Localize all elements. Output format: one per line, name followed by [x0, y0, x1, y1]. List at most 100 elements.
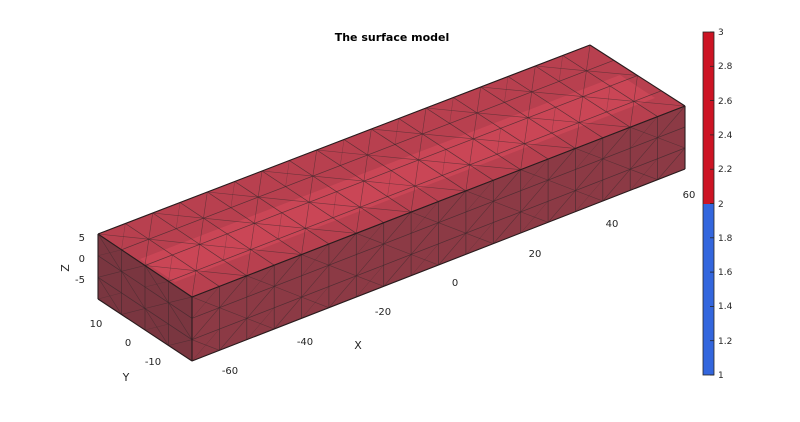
mesh-edge	[496, 128, 501, 155]
mesh-edge	[535, 65, 587, 72]
colorbar-tick-label: 2	[718, 200, 724, 210]
z-axis: 5 0 -5 Z	[59, 233, 85, 286]
mesh-edge	[250, 223, 255, 250]
x-tick-label: 60	[683, 190, 696, 201]
mesh-edge	[191, 339, 220, 351]
mesh-edge	[191, 328, 220, 362]
mesh-edge	[254, 197, 259, 224]
mesh-edge	[191, 286, 220, 319]
mesh-edge	[121, 308, 146, 315]
mesh-edge	[586, 70, 638, 76]
mesh-edge	[246, 318, 275, 330]
mesh-edge	[305, 228, 357, 234]
mesh-edge	[438, 233, 467, 266]
x-tick-label: 40	[606, 219, 619, 230]
mesh-edge	[465, 164, 470, 191]
mesh-edge	[121, 265, 146, 272]
mesh-edge	[579, 122, 631, 128]
mesh-edge	[175, 202, 181, 229]
mesh-edge	[383, 211, 412, 245]
mesh-edge	[301, 254, 330, 266]
mesh-edge	[520, 179, 549, 213]
mesh-edge	[575, 158, 604, 191]
mesh-edge	[410, 254, 439, 266]
mesh-edge	[383, 243, 412, 255]
colorbar-tick-label: 2.2	[718, 165, 732, 175]
mesh-edge	[312, 149, 317, 177]
mesh-edge	[191, 270, 197, 298]
mesh-edge	[387, 170, 392, 197]
colorbar-tick-label: 1.8	[718, 234, 733, 244]
model-top-highlight	[140, 75, 655, 282]
y-axis: 10 0 -10 Y	[90, 319, 162, 384]
mesh-edge	[469, 138, 474, 165]
mesh-edge	[144, 281, 169, 288]
mesh-edge	[418, 133, 423, 160]
mesh-edge	[575, 137, 603, 170]
z-tick-label: -5	[75, 275, 85, 286]
mesh-edge	[340, 139, 345, 166]
mesh-edge	[493, 169, 521, 202]
mesh-edge	[422, 133, 474, 140]
mesh-edge	[582, 96, 634, 102]
mesh-edge	[356, 222, 384, 255]
mesh-edge	[207, 191, 259, 198]
mesh-edge	[527, 91, 532, 118]
mesh-edge	[547, 190, 576, 223]
mesh-edge	[410, 243, 439, 276]
y-tick-label: 10	[90, 319, 103, 330]
mesh-edge	[97, 233, 122, 272]
mesh-edge	[476, 112, 529, 118]
mesh-edge	[520, 143, 525, 170]
colorbar-tick-label: 2.6	[718, 97, 733, 107]
mesh-edge	[425, 107, 478, 114]
mesh-edge	[410, 222, 439, 255]
mesh-edge	[367, 128, 372, 156]
mesh-edge	[254, 223, 306, 229]
mesh-edge	[469, 164, 521, 170]
mesh-edge	[148, 212, 153, 240]
model-edge	[97, 298, 193, 362]
mesh-edge	[438, 190, 467, 223]
mesh-edge	[602, 158, 631, 170]
mesh-edge	[285, 160, 290, 187]
model-outline	[97, 44, 686, 362]
mesh-edge	[273, 296, 302, 330]
colorbar-high-segment	[703, 32, 714, 204]
model-edge	[97, 233, 193, 298]
mesh-edge	[356, 233, 384, 245]
mesh-edge	[586, 44, 591, 71]
mesh-edge	[520, 169, 549, 181]
colorbar-tick-label: 1.2	[718, 337, 732, 347]
mesh-edge	[203, 217, 255, 224]
mesh-edge	[465, 180, 494, 213]
mesh-edge	[301, 286, 330, 319]
x-tick-label: 0	[452, 278, 458, 289]
mesh-edge	[575, 190, 603, 202]
mesh-edge	[121, 223, 126, 250]
mesh-edge	[629, 101, 635, 128]
mesh-edge	[356, 243, 384, 276]
mesh-edge	[121, 271, 146, 309]
mesh-edge	[168, 339, 193, 346]
mesh-edge	[465, 190, 494, 202]
mesh-edge	[367, 154, 419, 161]
mesh-edge	[97, 255, 193, 319]
mesh-edge	[144, 265, 196, 271]
mesh-edge	[476, 86, 481, 113]
mesh-edge	[97, 271, 122, 278]
mesh-edge	[520, 158, 549, 191]
colorbar-tick-label: 1.4	[718, 302, 733, 312]
mesh-edge	[328, 264, 357, 277]
x-tick-label: -40	[297, 337, 313, 348]
y-tick-label: -10	[145, 357, 161, 368]
mesh-edge	[312, 175, 364, 182]
mesh-edge	[309, 201, 361, 208]
mesh-edge	[360, 206, 412, 213]
mesh-edge	[277, 212, 283, 239]
mesh-edge	[305, 202, 310, 229]
mesh-edge	[547, 148, 576, 181]
mesh-edge	[230, 181, 235, 208]
z-tick-label: 5	[79, 233, 85, 244]
mesh-edge	[602, 169, 631, 202]
